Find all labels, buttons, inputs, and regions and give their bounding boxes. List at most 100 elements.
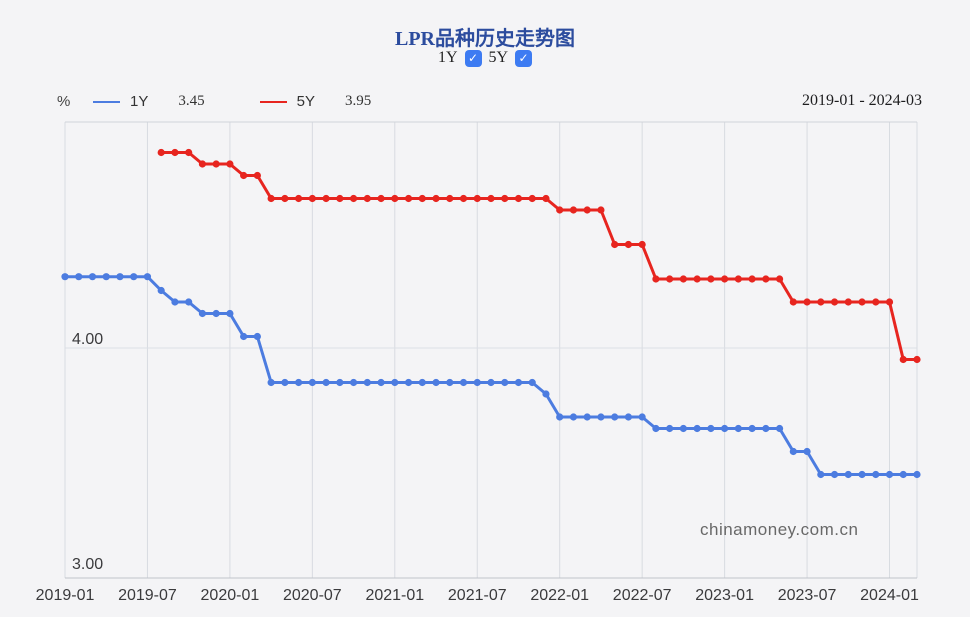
data-point-1Y	[171, 298, 179, 306]
data-point-1Y	[913, 470, 921, 479]
data-point-1Y	[377, 378, 385, 387]
data-point-1Y	[693, 424, 701, 433]
data-point-5Y	[556, 206, 564, 214]
data-point-5Y	[542, 194, 550, 203]
x-tick-label: 2024-01	[860, 587, 919, 604]
data-point-1Y	[569, 413, 578, 421]
data-point-1Y	[652, 424, 660, 433]
y-tick-label-3: 3.00	[72, 556, 104, 573]
data-point-5Y	[707, 275, 715, 283]
data-point-1Y	[817, 470, 825, 479]
check-icon: ✓	[518, 51, 529, 65]
data-point-1Y	[624, 413, 633, 421]
data-point-5Y	[295, 194, 303, 203]
legend-value-5y: 3.95	[344, 93, 372, 109]
legend-item-1y: 1Y 3.45	[93, 93, 205, 110]
x-tick-label: 2019-07	[118, 587, 177, 604]
data-point-5Y	[597, 206, 605, 214]
data-point-1Y	[432, 378, 440, 387]
legend-value-1y: 3.45	[178, 93, 205, 109]
data-point-5Y	[198, 160, 207, 168]
data-point-1Y	[473, 378, 481, 387]
data-point-1Y	[212, 309, 220, 318]
x-tick-label: 2021-07	[448, 587, 507, 604]
data-point-1Y	[185, 298, 193, 306]
data-point-5Y	[501, 194, 509, 203]
data-point-1Y	[872, 470, 880, 479]
checkbox-1y[interactable]: ✓	[464, 49, 482, 67]
x-tick-label: 2022-07	[613, 587, 672, 604]
data-point-5Y	[377, 194, 385, 203]
data-point-1Y	[404, 378, 413, 387]
data-point-1Y	[514, 378, 523, 387]
data-point-5Y	[391, 194, 399, 203]
data-point-5Y	[569, 206, 578, 214]
data-point-1Y	[501, 378, 509, 387]
data-point-5Y	[528, 194, 536, 203]
x-tick-label: 2023-07	[778, 587, 837, 604]
data-point-5Y	[872, 298, 880, 306]
data-point-1Y	[157, 286, 165, 295]
data-point-5Y	[844, 298, 852, 306]
data-point-5Y	[611, 240, 619, 249]
data-point-1Y	[775, 424, 784, 433]
data-point-1Y	[240, 332, 248, 341]
data-point-5Y	[253, 171, 261, 180]
data-point-1Y	[281, 378, 289, 387]
data-point-5Y	[185, 148, 193, 157]
data-point-1Y	[88, 273, 97, 281]
data-point-1Y	[556, 413, 564, 421]
data-point-5Y	[418, 194, 426, 203]
legend-line-swatch-5y	[259, 100, 287, 103]
data-point-1Y	[130, 273, 138, 281]
data-point-1Y	[459, 378, 468, 387]
data-point-1Y	[789, 447, 797, 456]
data-point-1Y	[748, 424, 756, 433]
legend-line-swatch-1y	[93, 100, 120, 103]
date-range-label: 2019-01 - 2024-03	[802, 92, 922, 109]
checkbox-5y[interactable]: ✓	[515, 49, 533, 67]
data-point-1Y	[322, 378, 330, 387]
data-point-5Y	[240, 171, 248, 180]
data-point-1Y	[707, 424, 715, 433]
data-point-5Y	[446, 194, 454, 203]
data-point-5Y	[281, 194, 289, 203]
data-point-1Y	[446, 378, 454, 387]
data-point-1Y	[597, 413, 605, 421]
data-point-1Y	[198, 309, 207, 318]
data-point-1Y	[308, 378, 316, 387]
series-toggle-row: 1Y ✓ 5Y ✓	[0, 49, 970, 67]
data-point-5Y	[514, 194, 523, 203]
toggle-label-1y: 1Y	[437, 49, 458, 66]
legend-item-5y: 5Y 3.95	[259, 93, 372, 110]
data-point-5Y	[171, 148, 179, 157]
data-point-1Y	[102, 273, 110, 281]
data-point-5Y	[349, 194, 358, 203]
data-point-1Y	[349, 378, 358, 387]
data-point-5Y	[748, 275, 756, 283]
data-point-1Y	[899, 470, 907, 479]
data-point-5Y	[157, 148, 165, 157]
data-point-5Y	[721, 275, 729, 283]
data-point-5Y	[336, 194, 344, 203]
data-point-5Y	[624, 240, 633, 249]
data-point-1Y	[734, 424, 742, 433]
data-point-5Y	[858, 298, 866, 306]
data-point-1Y	[391, 378, 399, 387]
data-point-5Y	[803, 298, 811, 306]
data-point-5Y	[913, 355, 921, 364]
x-tick-label: 2021-01	[365, 587, 424, 604]
data-point-1Y	[61, 273, 69, 281]
data-point-5Y	[267, 194, 275, 203]
data-point-5Y	[762, 275, 770, 283]
data-point-1Y	[830, 470, 839, 479]
data-point-1Y	[143, 273, 152, 281]
data-point-5Y	[899, 355, 907, 364]
data-point-1Y	[844, 470, 852, 479]
y-tick-label-4: 4.00	[72, 331, 104, 348]
data-point-1Y	[267, 378, 275, 387]
data-point-5Y	[308, 194, 316, 203]
data-point-5Y	[459, 194, 468, 203]
data-point-1Y	[363, 378, 371, 387]
